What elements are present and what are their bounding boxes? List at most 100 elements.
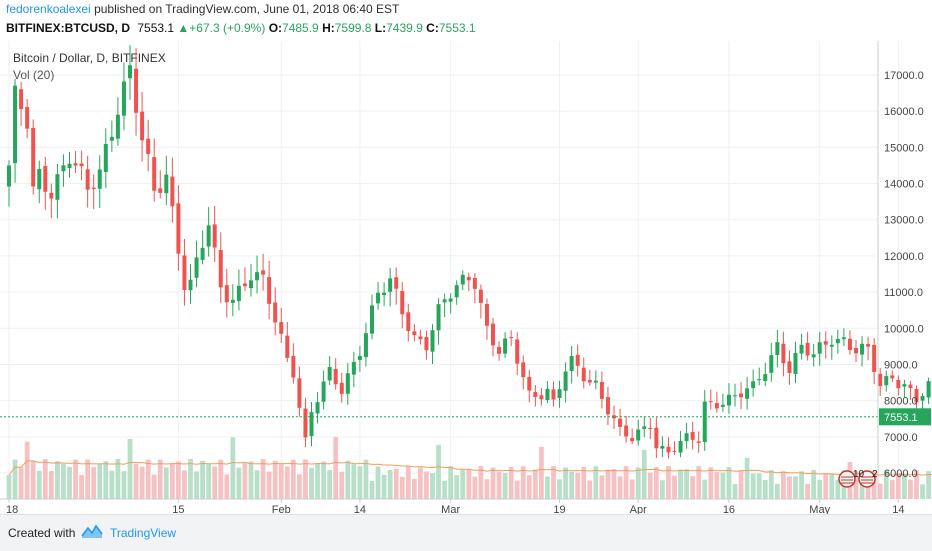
author-link[interactable]: fedorenkoalexei [6, 2, 91, 16]
volume-bar [611, 469, 617, 499]
candle-body [339, 382, 344, 394]
candle-body [91, 187, 96, 189]
volume-bar [520, 466, 526, 499]
candle-body [636, 429, 641, 441]
volume-bar [514, 480, 520, 499]
volume-bar [127, 438, 133, 499]
candle-body [823, 341, 828, 345]
volume-bar [653, 467, 659, 499]
volume-bar [297, 474, 302, 499]
volume-bar [793, 476, 798, 499]
candle-body [533, 392, 538, 398]
candle-body [121, 81, 126, 116]
volume-bar [254, 470, 260, 499]
candle-body [642, 426, 647, 429]
volume-bar [859, 476, 865, 499]
candle-body [103, 143, 108, 172]
price-tick-label: 8000.0 [884, 396, 918, 408]
candle-body [503, 338, 508, 354]
time-tick-label: Apr [630, 504, 647, 514]
candle-body [67, 163, 72, 168]
candle-body [472, 278, 477, 289]
candle-body [345, 373, 350, 394]
candle-body [218, 249, 223, 288]
volume-bar [176, 461, 181, 499]
candle-body [115, 114, 120, 139]
price-axis[interactable]: 6000.0 7000.0 8000.0 9000.0 10000.0 11000.0 12… [884, 70, 924, 480]
candle-body [351, 361, 356, 375]
volume-bar [787, 476, 792, 499]
volume-bar [508, 466, 514, 499]
candle-body [805, 342, 810, 356]
tradingview-link[interactable]: TradingView [110, 526, 177, 540]
volume-bar [278, 464, 284, 499]
volume-bar [327, 470, 333, 499]
candle-body [521, 362, 526, 378]
triangle-up-icon: ▲ [177, 21, 190, 35]
volume-bar [684, 469, 689, 499]
grid [0, 41, 899, 499]
candle-body [128, 65, 132, 79]
volume-bar [569, 471, 575, 499]
candle-body [436, 304, 441, 331]
candle-body [394, 277, 399, 289]
volume-bar [212, 466, 218, 499]
candle-body [25, 107, 30, 129]
volume-bar [194, 471, 199, 499]
candle-body [720, 404, 725, 407]
volume-bar [532, 469, 538, 499]
volume-bar [466, 468, 472, 499]
candle-body [267, 277, 272, 304]
candle-body [624, 425, 629, 437]
volume-bar [91, 467, 97, 499]
candle-body [442, 299, 447, 303]
candle-body [212, 224, 217, 248]
volume-bar [563, 467, 568, 499]
volume-bar [109, 470, 115, 499]
volume-bar [545, 476, 550, 499]
price-tick-label: 12000.0 [884, 251, 924, 263]
volume-bar [690, 476, 696, 499]
volume-bar [48, 470, 54, 499]
candle-body [478, 289, 483, 303]
candle-body [200, 247, 205, 260]
volume-bar [375, 466, 381, 499]
volume-bar [157, 459, 163, 499]
candle-body [527, 376, 532, 391]
candle-body [134, 68, 139, 113]
candle-body [726, 394, 731, 406]
price-tick-label: 11000.0 [884, 287, 923, 299]
price-tick-label: 13000.0 [884, 215, 924, 227]
candle-body [878, 373, 883, 387]
price-chart[interactable]: 6000.0 7000.0 8000.0 9000.0 10000.0 11000.0 12… [0, 41, 932, 516]
volume-bar [224, 474, 230, 499]
volume-bar [920, 484, 925, 499]
volume-bar [418, 467, 423, 499]
candle-body [242, 283, 247, 287]
price-tick-label: 7000.0 [884, 432, 918, 444]
candle-body [376, 292, 381, 304]
volume-bar [79, 474, 84, 499]
candle-body [85, 169, 90, 190]
tradingview-logo-icon[interactable] [80, 522, 104, 540]
candle-body [799, 344, 804, 354]
candle-body [847, 338, 852, 351]
price-tick-label: 15000.0 [884, 142, 924, 154]
volume-bar [218, 459, 224, 499]
candle-body [388, 278, 393, 292]
candle-body [866, 344, 871, 347]
time-axis[interactable]: 1815Feb14Mar19Apr16May14Jun [6, 499, 932, 516]
candle-body [430, 330, 435, 352]
candle-body [291, 355, 296, 378]
flag-stripes [841, 476, 853, 484]
candle-body [817, 342, 822, 354]
event-badges[interactable]: 10 2 [838, 469, 878, 488]
chart-area[interactable]: 6000.0 7000.0 8000.0 9000.0 10000.0 11000.0 12… [0, 41, 932, 516]
volume-bar [103, 461, 109, 499]
candle-body [684, 433, 689, 442]
candle-body [696, 441, 701, 443]
volume-bar [702, 479, 708, 499]
candle-body [587, 379, 592, 383]
volume-bar [460, 469, 466, 499]
volume-bar [387, 469, 393, 499]
